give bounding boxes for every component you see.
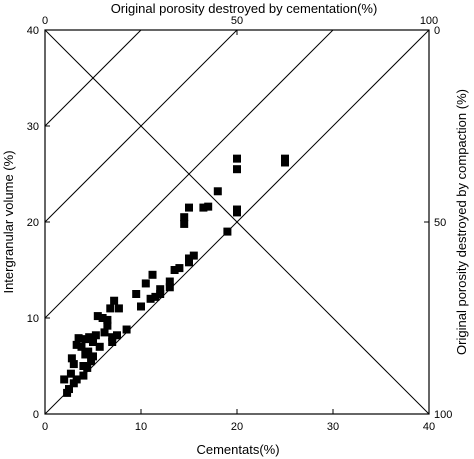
x-tick-label: 40 — [423, 421, 435, 433]
plot-lines — [44, 29, 430, 415]
data-point — [89, 338, 97, 346]
data-point — [122, 325, 131, 334]
top-tick-label: 50 — [231, 15, 243, 27]
data-point — [85, 333, 94, 342]
data-point — [79, 371, 88, 380]
top-axis-label: Original porosity destroyed by cementati… — [111, 1, 378, 16]
right-tick-label: 0 — [434, 25, 440, 37]
data-point — [95, 342, 104, 351]
data-point — [89, 352, 97, 361]
data-point — [74, 334, 83, 343]
x-tick-label: 10 — [135, 421, 147, 433]
y-tick-label: 0 — [33, 409, 39, 421]
data-point — [132, 290, 141, 298]
data-point — [170, 266, 179, 274]
top-tick-label: 100 — [420, 15, 438, 27]
data-point — [72, 375, 81, 384]
data-point — [69, 360, 78, 369]
data-point — [185, 254, 193, 263]
data-point — [199, 203, 208, 212]
data-point — [87, 357, 96, 366]
data-point — [113, 331, 121, 340]
data-point — [72, 340, 81, 349]
data-point — [110, 296, 119, 305]
data-point — [165, 277, 174, 286]
top-tick-label: 0 — [42, 15, 48, 27]
data-point — [156, 285, 165, 294]
data-point — [106, 304, 115, 313]
data-point — [151, 292, 160, 301]
right-tick-label: 50 — [434, 217, 446, 229]
data-point — [93, 312, 102, 321]
data-point — [66, 369, 75, 378]
data-point — [175, 264, 184, 273]
y-tick-label: 40 — [27, 25, 39, 37]
data-point — [180, 219, 189, 228]
y-tick-label: 20 — [27, 217, 39, 229]
data-point — [108, 333, 117, 342]
x-axis-label: Cementats(%) — [196, 442, 279, 457]
data-point — [137, 302, 145, 311]
right-tick-label: 100 — [434, 409, 452, 421]
data-point — [148, 270, 157, 279]
data-point — [60, 375, 69, 384]
data-point — [189, 251, 198, 260]
data-point — [213, 187, 222, 196]
data-point — [180, 213, 189, 222]
x-tick-label: 20 — [231, 421, 243, 433]
data-point — [233, 154, 241, 163]
data-point — [84, 347, 93, 356]
data-point — [233, 205, 241, 214]
data-point — [233, 165, 241, 174]
x-tick-label: 30 — [327, 421, 339, 433]
data-point — [65, 385, 73, 394]
data-point — [141, 279, 150, 288]
data-point — [281, 158, 289, 167]
data-point — [103, 315, 112, 324]
data-point — [146, 294, 155, 303]
data-point — [223, 227, 232, 236]
right-axis-label: Original porosity destroyed by compactio… — [454, 89, 469, 355]
anti-diagonal-line — [44, 29, 430, 415]
data-point — [156, 290, 165, 298]
data-point — [185, 203, 193, 212]
data-point — [83, 363, 92, 372]
y-tick-label: 10 — [27, 313, 39, 325]
y-tick-label: 30 — [27, 121, 39, 133]
data-point — [91, 331, 100, 340]
data-point — [98, 314, 107, 322]
data-point — [108, 338, 117, 346]
plot-points — [60, 154, 289, 397]
data-point — [204, 202, 213, 211]
x-tick-label: 0 — [42, 421, 48, 433]
y-axis-label: Intergranular volume (%) — [1, 150, 16, 293]
data-point — [103, 321, 112, 330]
data-point — [165, 283, 174, 292]
data-point — [114, 304, 123, 313]
data-point — [67, 354, 76, 363]
data-point — [77, 342, 86, 351]
data-point — [100, 328, 109, 337]
